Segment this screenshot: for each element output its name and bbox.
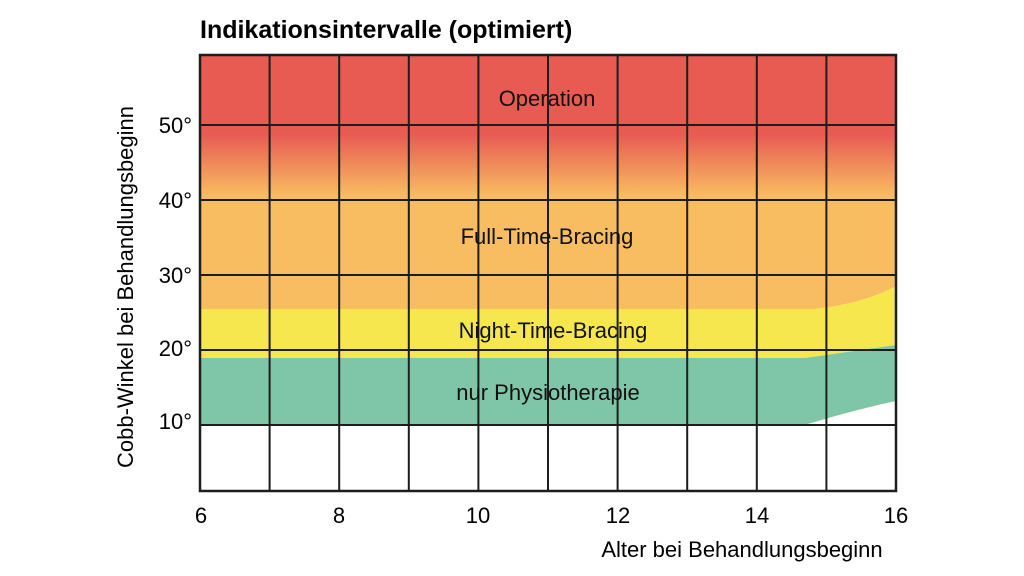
zone-label-nur-physiotherapie: nur Physiotherapie — [456, 380, 639, 405]
x-tick-16: 16 — [884, 503, 908, 528]
y-tick-20: 20° — [159, 336, 192, 361]
zone-labels: Operation Full-Time-Bracing Night-Time-B… — [456, 86, 647, 405]
y-tick-50: 50° — [159, 113, 192, 138]
gridlines — [200, 55, 896, 491]
chart-title: Indikationsintervalle (optimiert) — [200, 16, 572, 44]
x-tick-10: 10 — [466, 503, 490, 528]
x-tick-12: 12 — [606, 503, 630, 528]
y-axis-label: Cobb-Winkel bei Behandlungsbeginn — [113, 106, 138, 468]
y-tick-30: 30° — [159, 263, 192, 288]
y-tick-10: 10° — [159, 409, 192, 434]
zone-label-operation: Operation — [499, 86, 596, 111]
y-tick-40: 40° — [159, 188, 192, 213]
plot-border — [198, 53, 898, 493]
zone-label-night-time-bracing: Night-Time-Bracing — [459, 318, 648, 343]
zone-label-full-time-bracing: Full-Time-Bracing — [461, 224, 634, 249]
x-axis-ticks: 6 8 10 12 14 16 — [195, 503, 908, 528]
x-axis-label: Alter bei Behandlungsbeginn — [601, 537, 882, 562]
y-axis-ticks: 50° 40° 30° 20° 10° — [159, 113, 192, 434]
x-tick-6: 6 — [195, 503, 207, 528]
x-tick-14: 14 — [745, 503, 769, 528]
x-tick-8: 8 — [333, 503, 345, 528]
